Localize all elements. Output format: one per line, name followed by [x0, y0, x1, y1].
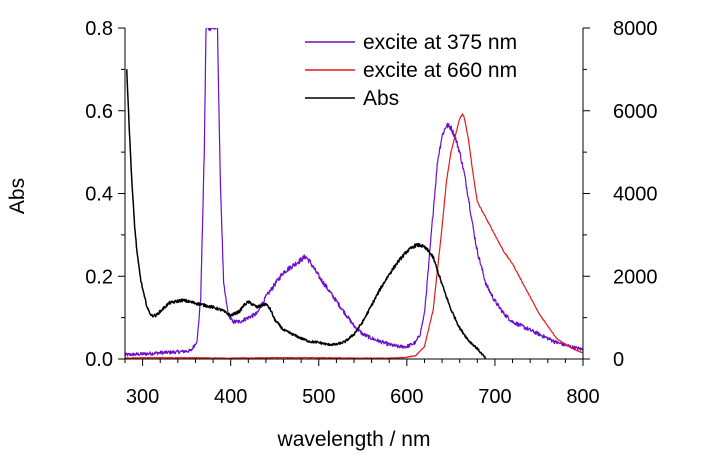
y-tick-label: 0.4 [85, 184, 113, 206]
x-axis-label: wavelength / nm [277, 428, 431, 451]
y2-tick-label: 6000 [613, 101, 658, 123]
axes: 300 400 500 600 700 800 0.0 0.2 0.4 0.6 0.8 0 2000 40… [85, 18, 657, 408]
y-axis-label: Abs [6, 178, 29, 214]
legend: excite at 375 nm excite at 660 nm Abs [305, 31, 517, 110]
y2-tick-label: 8000 [613, 18, 658, 40]
y2-tick-label: 2000 [613, 266, 658, 288]
series-line-2 [125, 113, 583, 360]
x-tick-label: 700 [478, 386, 511, 408]
series-line-1 [125, 28, 583, 357]
y-tick-label: 0.6 [85, 101, 113, 123]
y-tick-label: 0.8 [85, 18, 113, 40]
plot-traces [125, 28, 583, 360]
y-tick-label: 0.0 [85, 349, 113, 371]
legend-label: excite at 660 nm [363, 59, 517, 82]
y2-tick-label: 4000 [613, 184, 658, 206]
legend-label: Abs [363, 87, 399, 110]
x-tick-label: 600 [390, 386, 423, 408]
x-tick-label: 300 [126, 386, 159, 408]
x-tick-label: 500 [302, 386, 335, 408]
y-tick-label: 0.2 [85, 266, 113, 288]
x-tick-label: 800 [566, 386, 599, 408]
y2-tick-label: 0 [613, 349, 624, 371]
series-line-3 [126, 69, 487, 360]
legend-label: excite at 375 nm [363, 31, 517, 54]
x-tick-label: 400 [214, 386, 247, 408]
